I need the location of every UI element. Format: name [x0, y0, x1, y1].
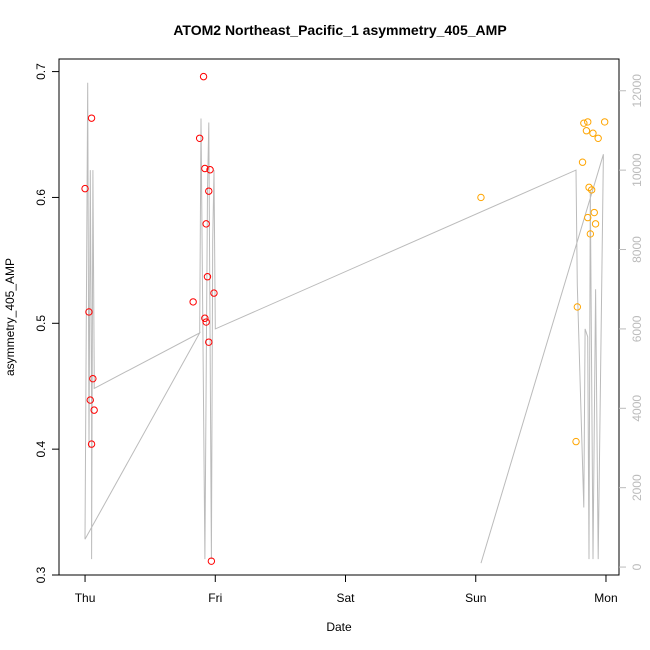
data-point [87, 440, 96, 448]
data-point [203, 273, 212, 281]
data-point [205, 187, 213, 195]
data-point [477, 193, 485, 202]
y-axis: 0.3 0.4 0.5 0.6 0.7 [34, 63, 59, 583]
y-tick-label: 0.6 [34, 189, 48, 206]
y-tick-label: 0.7 [34, 63, 48, 80]
data-point [201, 164, 209, 173]
data-point [85, 308, 93, 316]
y-tick-label: 0.4 [34, 440, 48, 457]
y-tick-label: 0.5 [34, 315, 48, 332]
y2-tick-label: 6000 [630, 315, 644, 342]
plot-frame [58, 58, 620, 576]
data-point [207, 557, 216, 565]
data-point [572, 437, 580, 446]
data-point [201, 314, 209, 322]
data-point [580, 119, 588, 127]
data-point [210, 289, 218, 297]
y2-tick-label: 0 [630, 563, 644, 570]
data-point [582, 127, 591, 135]
data-point [189, 298, 197, 306]
data-point [573, 303, 582, 311]
data-point [590, 208, 598, 217]
y2-tick-label: 4000 [630, 395, 644, 422]
series-line [84, 82, 604, 564]
data-point [594, 134, 602, 142]
data-point [586, 230, 595, 238]
data-point [587, 186, 596, 194]
data-point [591, 220, 600, 228]
data-point [578, 158, 587, 166]
x-tick-label: Thu [75, 591, 96, 605]
x-tick-label: Sun [465, 591, 486, 605]
data-point [585, 183, 593, 192]
data-point [90, 406, 98, 414]
data-point [89, 374, 97, 383]
x-axis-label: Date [326, 620, 352, 634]
data-point [600, 118, 609, 126]
y-axis-label: asymmetry_405_AMP [3, 258, 17, 376]
y-tick-label: 0.3 [34, 566, 48, 583]
x-tick-label: Mon [594, 591, 617, 605]
y2-tick-label: 10000 [630, 153, 644, 187]
x-tick-label: Fri [208, 591, 222, 605]
y2-tick-label: 2000 [630, 474, 644, 501]
x-axis: Thu Fri Sat Sun Mon [75, 575, 618, 605]
data-point [195, 134, 204, 142]
y2-axis: 0 2000 4000 6000 8000 10000 12000 [619, 74, 644, 570]
y2-tick-label: 12000 [630, 74, 644, 108]
x-tick-label: Sat [337, 591, 356, 605]
data-point [584, 213, 592, 222]
data-point [202, 318, 210, 326]
data-point [205, 338, 213, 346]
chart-title: ATOM2 Northeast_Pacific_1 asymmetry_405_… [173, 22, 506, 38]
data-point [199, 72, 208, 81]
data-point [87, 114, 96, 122]
data-point [589, 129, 597, 137]
y2-tick-label: 8000 [630, 236, 644, 263]
series-points [81, 72, 609, 565]
data-point [81, 184, 89, 193]
data-point [202, 220, 210, 228]
data-point [584, 118, 592, 126]
data-point [206, 166, 214, 174]
series-lines [84, 82, 604, 564]
data-point [86, 396, 94, 404]
